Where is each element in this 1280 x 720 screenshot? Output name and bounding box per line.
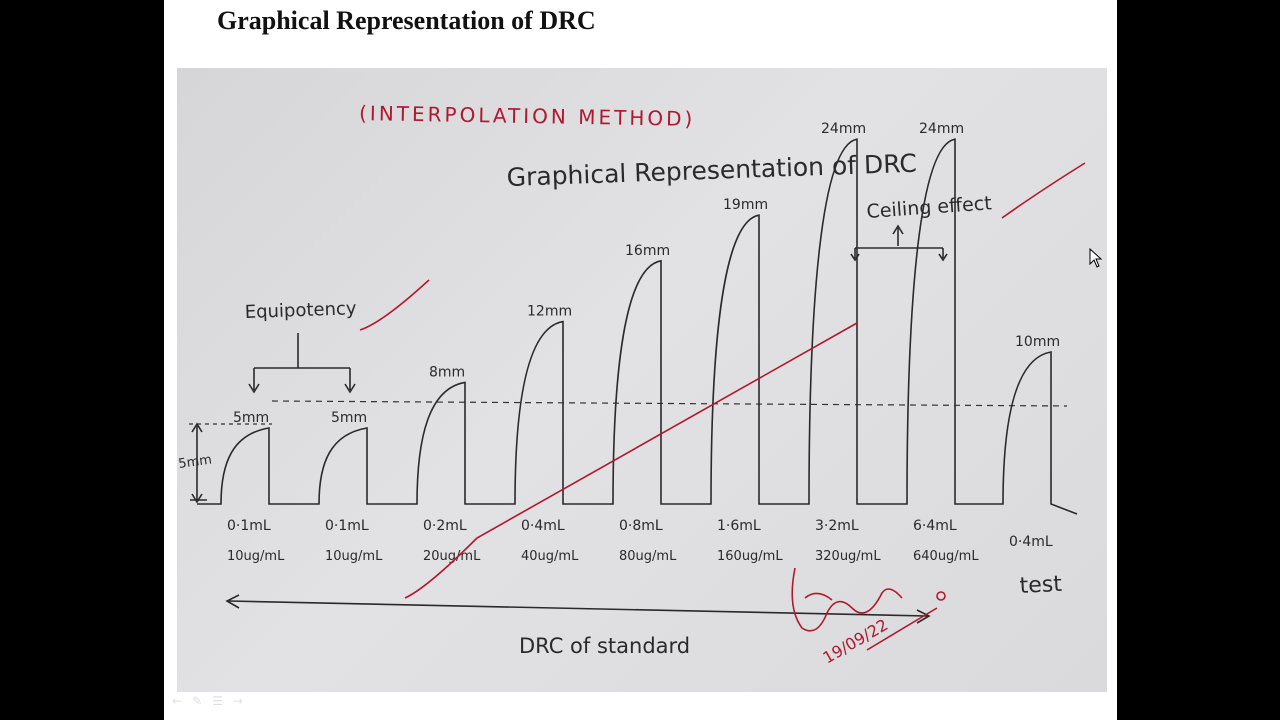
bar-volume-label: 3·2mL [815,518,859,534]
ceiling-bracket [850,224,948,262]
bar-concentration-label: 10ug/mL [325,549,383,564]
bar-concentration-label: 10ug/mL [227,549,285,564]
standard-range-arrow [225,594,931,624]
bar-volume-label: 0·8mL [619,518,663,534]
drc-photo: (INTERPOLATION METHOD) Graphical Represe… [177,68,1107,692]
slide-title: Graphical Representation of DRC [217,6,596,35]
bar-concentration-label: 80ug/mL [619,549,677,564]
bar-height-label: 19mm [723,197,768,213]
test-label: test [1019,572,1063,599]
bar-height-label: 5mm [331,410,367,426]
bar-volume-label: 6·4mL [913,518,957,534]
bar-concentration-label: 160ug/mL [717,549,783,564]
bar-concentration-label: 20ug/mL [423,549,481,564]
bar-concentration-label: 320ug/mL [815,549,881,564]
equipotency-bracket [248,333,356,394]
dose-response-tracing: 5mm 0·1mL 10ug/mL 5mm 0·1mL 10ug/mL 8mm 0·2mL 20… [197,121,1078,564]
mouse-cursor-icon [1089,248,1103,268]
baseline-height-marker [190,422,207,504]
bar-height-label: 12mm [527,304,572,320]
tick-mark-equipotency [359,279,430,331]
bar-volume-label: 0·4mL [521,518,565,534]
bar-height-label: 24mm [919,121,964,137]
menu-icon[interactable]: ☰ [212,694,223,708]
bar-volume-label: 0·2mL [423,518,467,534]
diagram-heading: Graphical Representation of DRC [506,149,917,192]
standard-label: DRC of standard [519,634,690,658]
method-label: (INTERPOLATION METHOD) [359,101,696,131]
signature [791,567,946,651]
equipotency-label: Equipotency [244,298,357,323]
test-response-dashed-line [271,400,1068,407]
ceiling-effect-label: Ceiling effect [866,192,993,223]
bar-volume-label: 0·1mL [325,518,369,534]
drc-diagram: (INTERPOLATION METHOD) Graphical Represe… [177,101,1086,667]
forward-arrow-icon[interactable]: → [232,694,243,708]
bar-concentration-label: 640ug/mL [913,549,979,564]
bar-height-label: 16mm [625,243,670,259]
slide-controls[interactable]: ← ✎ ☰ → [172,694,243,708]
tick-mark-ceiling [1001,162,1086,219]
bar-height-label: 24mm [821,121,866,137]
bar-height-label: 8mm [429,364,465,380]
baseline-height-label: 5mm [177,452,212,472]
bar-volume-label: 0·4mL [1009,534,1053,550]
bar-height-label: 10mm [1015,334,1060,350]
slide: Graphical Representation of DRC (INTERPO… [164,0,1117,720]
bar-concentration-label: 40ug/mL [521,549,579,564]
red-diagonal-line [404,322,858,599]
pen-icon[interactable]: ✎ [192,694,203,708]
back-arrow-icon[interactable]: ← [172,694,183,708]
bar-height-label: 5mm [233,410,269,426]
bar-volume-label: 1·6mL [717,518,761,534]
bar-volume-label: 0·1mL [227,518,271,534]
tracing-line [197,138,1078,515]
